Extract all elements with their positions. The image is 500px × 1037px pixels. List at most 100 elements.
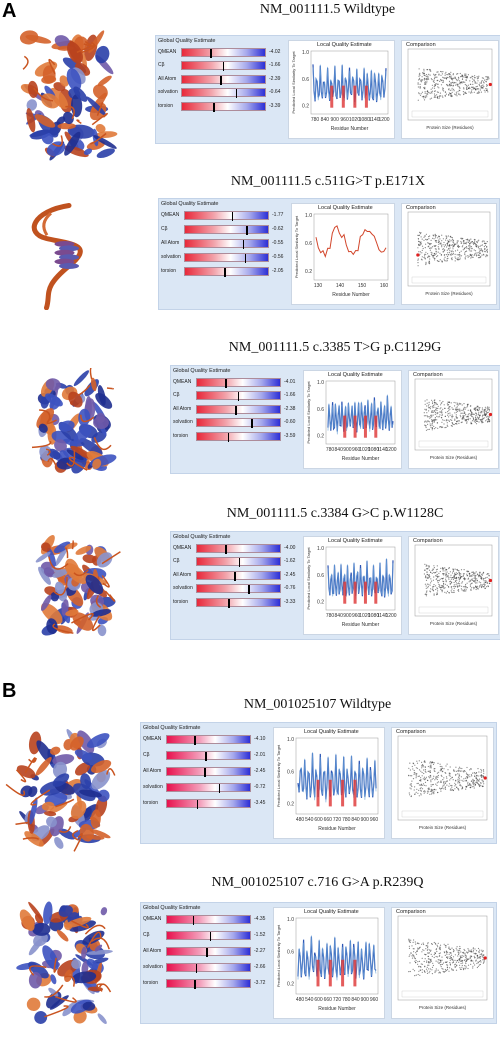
quality-score-marker (242, 240, 245, 249)
quality-score-value: -0.62 (272, 226, 284, 232)
quality-row: QMEAN -4.10 (141, 735, 281, 745)
y-axis-label: Predicted Local Similarity To Target (291, 50, 296, 113)
quality-score-value: -0.64 (269, 89, 281, 96)
y-axis-label: Predicted Local Similarity To Target (276, 924, 281, 987)
quality-score-value: -0.56 (272, 254, 284, 260)
x-tick-label: 480 (296, 817, 305, 823)
quality-score-value: -4.02 (269, 49, 281, 55)
quality-row-label: solvation (173, 419, 193, 426)
quality-scale-bar (184, 267, 269, 277)
quality-score-value: -1.52 (254, 932, 266, 938)
quality-scale-bar (166, 931, 251, 941)
x-tick-label: 780 (311, 117, 320, 123)
quality-scale-bar (181, 48, 266, 58)
quality-row: Cβ -1.66 (156, 61, 296, 72)
x-tick-label: 1080 (368, 447, 379, 453)
quality-scale-bar (196, 431, 281, 442)
qmean-result-card: Global Quality Estimate QMEAN -4.00 Cβ -1.62… (170, 531, 500, 640)
quality-row-label: Cβ (161, 226, 168, 232)
quality-row-label: torsion (158, 102, 174, 109)
x-tick-label: 140 (336, 283, 345, 289)
y-tick-label: 1.0 (302, 50, 309, 56)
quality-score-marker (231, 212, 234, 221)
x-tick-label: 600 (314, 817, 323, 823)
x-tick-label: 780 (326, 613, 335, 619)
quality-scale-bar (166, 915, 251, 925)
entry-title: NM_001111.5 c.3384 G>C p.W1128C (226, 506, 444, 521)
quality-row-label: All Atom (143, 768, 162, 774)
quality-row-label: QMEAN (173, 379, 192, 385)
comparison-x-label: Protein Size (Residues) (419, 1005, 467, 1010)
y-tick-label: 1.0 (317, 546, 324, 552)
qmean-result-card: Global Quality Estimate QMEAN -4.01 Cβ -1.66… (170, 365, 500, 474)
x-tick-label: 1020 (349, 117, 360, 123)
quality-row-label: torsion (143, 800, 159, 806)
quality-score-marker (195, 964, 198, 973)
quality-row: torsion -2.05 (159, 267, 299, 277)
local-quality-label: Local Quality Estimate (317, 42, 372, 48)
quality-row: All Atom -0.55 (159, 239, 299, 249)
quality-scale-bar (196, 544, 281, 554)
quality-score-value: -3.45 (254, 800, 266, 806)
quality-score-marker (225, 545, 227, 554)
quality-score-value: -3.59 (284, 432, 296, 439)
quality-score-value: -2.05 (272, 268, 284, 274)
local-quality-label: Local Quality Estimate (328, 538, 383, 544)
quality-score-value: -3.72 (254, 980, 266, 986)
x-tick-label: 1020 (359, 447, 370, 453)
quality-row: QMEAN -1.77 (159, 211, 299, 221)
quality-row: All Atom -2.39 (156, 74, 296, 85)
comparison-label: Comparison (406, 42, 436, 48)
quality-score-value: -2.45 (254, 768, 266, 774)
quality-row: All Atom -2.27 (141, 947, 281, 957)
entry-title: NM_001025107 c.716 G>A p.R239Q (211, 875, 424, 890)
quality-row-label: Cβ (143, 932, 150, 938)
quality-row: torsion -3.72 (141, 979, 281, 989)
quality-row-label: solvation (143, 964, 163, 970)
quality-score-marker (248, 585, 250, 595)
comparison-plot: Comparison Protein Size (Residues) (391, 907, 494, 1019)
x-tick-label: 840 (335, 613, 344, 619)
quality-score-value: -1.77 (272, 212, 284, 218)
local-quality-label: Local Quality Estimate (304, 909, 359, 915)
quality-row: QMEAN -4.35 (141, 915, 281, 925)
quality-score-value: -0.60 (284, 419, 296, 426)
global-quality-label: Global Quality Estimate (173, 368, 231, 374)
quality-score-value: -0.76 (284, 585, 296, 592)
quality-row: torsion -3.39 (156, 101, 296, 112)
y-tick-label: 0.2 (305, 269, 312, 275)
quality-score-marker (194, 736, 196, 745)
quality-score-marker (225, 379, 227, 388)
x-tick-label: 900 (343, 613, 352, 619)
x-tick-label: 1080 (368, 613, 379, 619)
quality-score-marker (235, 89, 237, 99)
x-tick-label: 130 (314, 283, 323, 289)
y-tick-label: 0.6 (317, 573, 324, 579)
quality-row-label: QMEAN (158, 49, 177, 55)
quality-scale-bar (166, 783, 251, 793)
quality-score-value: -0.72 (254, 784, 266, 790)
y-tick-label: 1.0 (287, 917, 294, 923)
x-tick-label: 1140 (377, 613, 388, 619)
local-quality-plot: Local Quality Estimate 1.0 0.6 0.2 480 540 600… (273, 907, 385, 1019)
x-tick-label: 540 (305, 817, 314, 823)
quality-row-label: solvation (158, 89, 178, 96)
quality-row: All Atom -2.45 (141, 767, 281, 777)
entry-title: NM_001111.5 c.3385 T>G p.C1129G (228, 340, 442, 355)
quality-row: Cβ -2.01 (141, 751, 281, 761)
x-tick-label: 960 (370, 997, 379, 1003)
y-tick-label: 1.0 (287, 737, 294, 743)
quality-score-marker (194, 980, 196, 989)
y-tick-label: 0.6 (302, 77, 309, 83)
x-tick-label: 900 (331, 117, 340, 123)
panel-b-label: B (2, 680, 17, 702)
comparison-x-label: Protein Size (Residues) (425, 291, 473, 296)
x-tick-label: 780 (342, 817, 351, 823)
quality-row: All Atom -2.45 (171, 570, 311, 581)
x-tick-label: 1200 (385, 613, 396, 619)
comparison-plot: Comparison Protein Size (Residues) (408, 370, 499, 469)
quality-row-label: torsion (143, 980, 159, 986)
quality-row: solvation -2.66 (141, 963, 281, 973)
y-tick-label: 1.0 (317, 380, 324, 386)
protein-structure-image (22, 364, 127, 478)
